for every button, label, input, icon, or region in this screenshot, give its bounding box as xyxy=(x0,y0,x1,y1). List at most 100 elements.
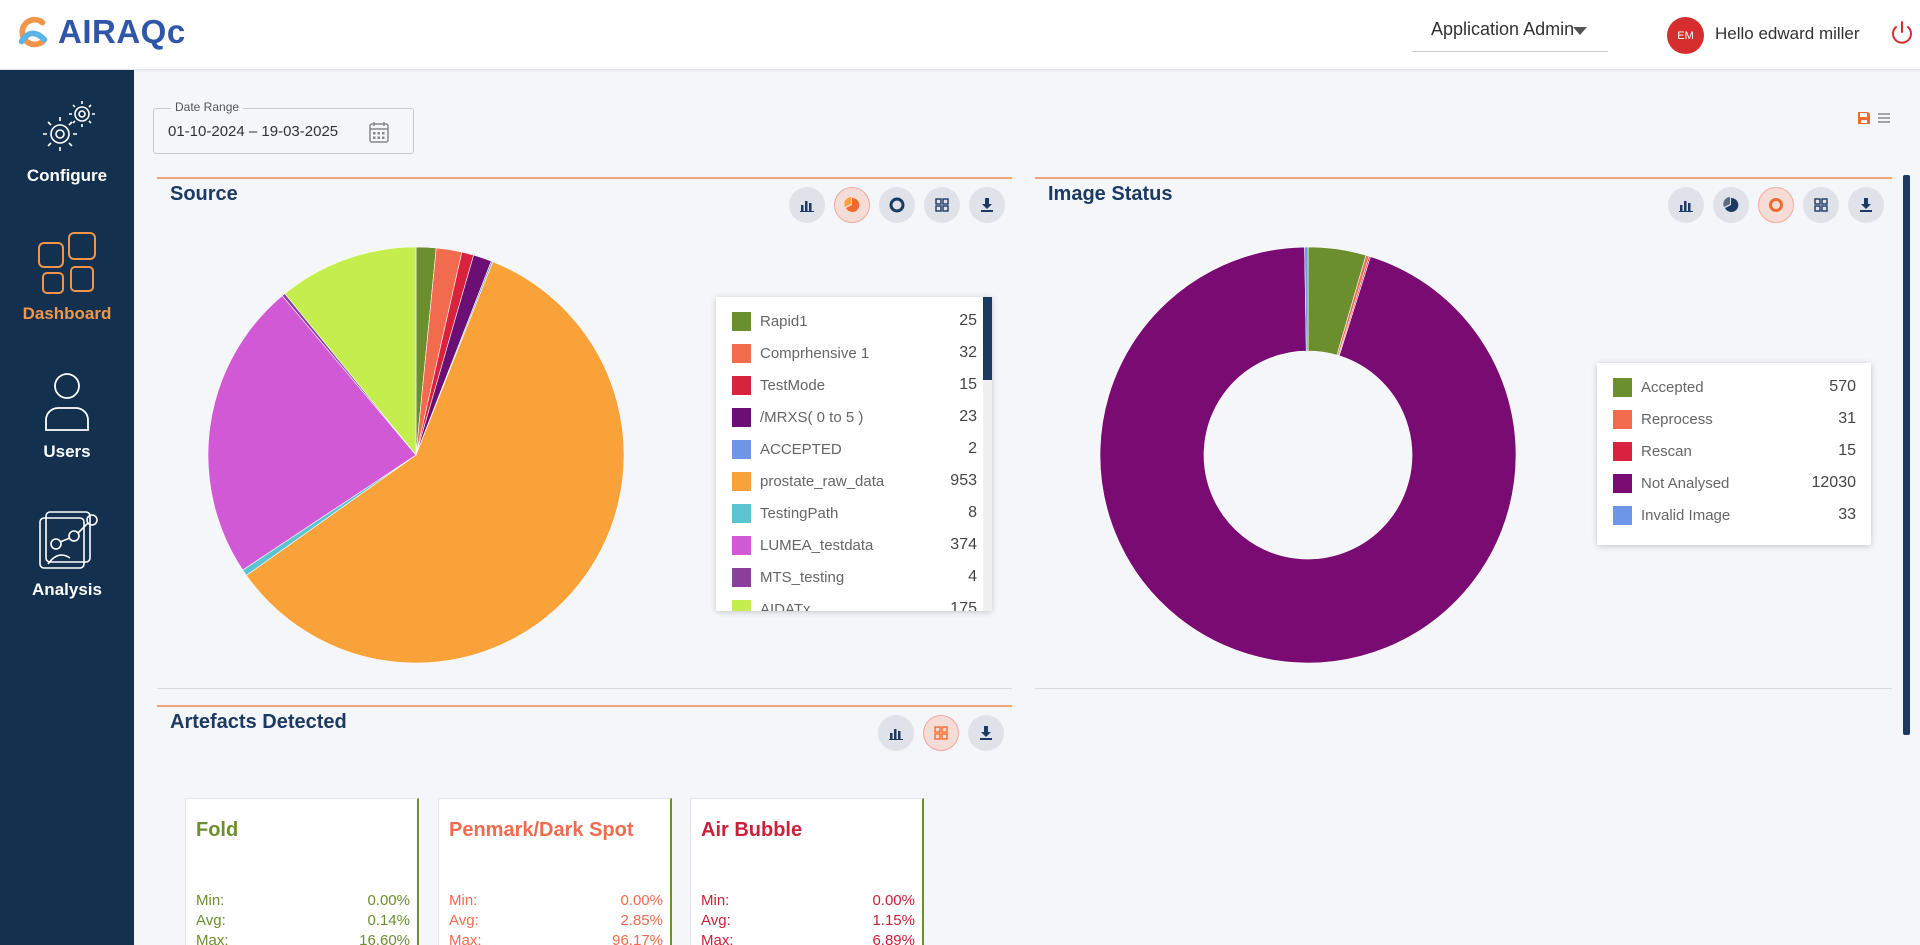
legend-item[interactable]: Accepted 570 xyxy=(1597,371,1871,403)
avatar[interactable]: EM xyxy=(1667,17,1704,54)
artefact-avg: Avg: 0.14% xyxy=(196,912,410,929)
legend-item[interactable]: /MRXS( 0 to 5 ) 23 xyxy=(716,401,992,433)
bar-chart-button[interactable] xyxy=(789,187,825,223)
sidebar-item-dashboard[interactable]: Dashboard xyxy=(0,230,134,350)
legend-swatch xyxy=(732,439,751,459)
bar-chart-icon xyxy=(1679,201,1693,212)
stat-label: Avg: xyxy=(449,912,479,929)
legend-count: 33 xyxy=(1838,506,1856,523)
grid-view-button[interactable] xyxy=(924,187,960,223)
legend-item[interactable]: prostate_raw_data 953 xyxy=(716,465,992,497)
logo-mark-icon xyxy=(18,16,48,48)
stat-label: Avg: xyxy=(701,912,731,929)
legend-label: Reprocess xyxy=(1641,410,1713,428)
stat-label: Max: xyxy=(701,932,734,945)
stat-label: Min: xyxy=(701,892,730,909)
artefacts-toolbar xyxy=(878,715,1004,751)
calendar-icon[interactable] xyxy=(368,120,390,144)
legend-item[interactable]: Comprhensive 1 32 xyxy=(716,337,992,369)
card-title: Artefacts Detected xyxy=(170,711,347,733)
sidebar-item-users[interactable]: Users xyxy=(0,368,134,488)
legend-label: Rapid1 xyxy=(760,312,808,330)
chart-toolbar xyxy=(789,187,1005,223)
legend-label: Invalid Image xyxy=(1641,506,1731,524)
legend-item[interactable]: Not Analysed 12030 xyxy=(1597,467,1871,499)
bar-chart-icon xyxy=(800,201,814,212)
legend-label: prostate_raw_data xyxy=(760,472,885,490)
slice-invalid-image[interactable] xyxy=(1304,247,1309,352)
chart-toolbar xyxy=(1668,187,1884,223)
legend-count: 15 xyxy=(959,376,977,393)
stat-label: Min: xyxy=(449,892,478,909)
legend-item[interactable]: ACCEPTED 2 xyxy=(716,433,992,465)
legend-swatch xyxy=(732,503,751,523)
download-button[interactable] xyxy=(969,187,1005,223)
legend-swatch xyxy=(1613,377,1632,397)
image-status-donut-chart xyxy=(1100,247,1516,663)
slice-prostate-raw-data[interactable] xyxy=(245,261,624,663)
date-range-picker[interactable]: Date Range 01-10-2024 – 19-03-2025 xyxy=(153,100,414,154)
grid-icon xyxy=(934,726,948,740)
slice-lumea-testdata[interactable] xyxy=(208,295,417,571)
slice-not-analysed[interactable] xyxy=(1100,247,1516,663)
grid-view-button[interactable] xyxy=(1803,187,1839,223)
page-scrollbar[interactable] xyxy=(1903,175,1910,735)
bar-chart-button[interactable] xyxy=(1668,187,1704,223)
source-pie-slices xyxy=(208,247,624,663)
artefact-min: Min: 0.00% xyxy=(449,892,663,909)
pie-chart-button[interactable] xyxy=(834,187,870,223)
stat-value: 0.14% xyxy=(367,912,410,929)
legend-label: LUMEA_testdata xyxy=(760,536,874,554)
legend-item[interactable]: Rescan 15 xyxy=(1597,435,1871,467)
legend-item[interactable]: LUMEA_testdata 374 xyxy=(716,529,992,561)
stat-value: 1.15% xyxy=(872,912,915,929)
sidebar-item-label: Configure xyxy=(26,166,108,185)
artefact-title: Air Bubble xyxy=(701,819,803,841)
date-range-value: 01-10-2024 – 19-03-2025 xyxy=(168,123,339,140)
app-logo[interactable]: AIRAQc xyxy=(14,12,186,52)
menu-icon[interactable] xyxy=(1876,110,1892,126)
grid-view-button[interactable] xyxy=(923,715,959,751)
sidebar-item-analysis[interactable]: Analysis xyxy=(0,506,134,626)
artefact-tile-air-bubble[interactable]: Air Bubble Min: 0.00% Avg: 1.15% Max: 6.89% xyxy=(690,798,924,945)
download-icon xyxy=(980,726,992,740)
legend-item[interactable]: TestMode 15 xyxy=(716,369,992,401)
role-select[interactable]: Application Admin xyxy=(1412,8,1608,52)
donut-chart-button[interactable] xyxy=(879,187,915,223)
legend-swatch xyxy=(732,343,751,363)
download-button[interactable] xyxy=(1848,187,1884,223)
power-icon[interactable] xyxy=(1890,20,1914,46)
legend-count: 2 xyxy=(968,440,977,457)
legend-scrollbar-thumb[interactable] xyxy=(983,297,992,380)
legend-item[interactable]: Rapid1 25 xyxy=(716,305,992,337)
artefact-tile-penmark[interactable]: Penmark/Dark Spot Min: 0.00% Avg: 2.85% Ma… xyxy=(438,798,672,945)
legend-label: TestingPath xyxy=(760,504,839,522)
sidebar-item-configure[interactable]: Configure xyxy=(0,92,134,212)
stat-label: Avg: xyxy=(196,912,226,929)
stat-label: Max: xyxy=(449,932,482,945)
download-button[interactable] xyxy=(968,715,1004,751)
donut-chart-button[interactable] xyxy=(1758,187,1794,223)
image-status-card: Image Status Accepted 570 Reprocess 31 Resca… xyxy=(1035,177,1892,689)
stat-label: Max: xyxy=(196,932,229,945)
legend-item[interactable]: MTS_testing 4 xyxy=(716,561,992,593)
bar-chart-button[interactable] xyxy=(878,715,914,751)
artefact-max: Max: 16.60% xyxy=(196,932,410,945)
save-icon[interactable] xyxy=(1856,110,1872,126)
artefact-tile-fold[interactable]: Fold Min: 0.00% Avg: 0.14% Max: 16.60% xyxy=(185,798,419,945)
source-card: Source Rapid1 25 Comprhensive 1 32 TestMode 1… xyxy=(157,177,1012,689)
pie-chart-button[interactable] xyxy=(1713,187,1749,223)
legend-count: 570 xyxy=(1829,378,1856,395)
legend-item[interactable]: Reprocess 31 xyxy=(1597,403,1871,435)
stat-value: 16.60% xyxy=(359,932,410,945)
legend-scrollbar[interactable] xyxy=(983,297,992,611)
legend-swatch xyxy=(732,567,751,587)
legend-item[interactable]: TestingPath 8 xyxy=(716,497,992,529)
slice-aidatx[interactable] xyxy=(284,247,417,456)
artefact-avg: Avg: 2.85% xyxy=(449,912,663,929)
legend-swatch xyxy=(732,407,751,427)
legend-item[interactable]: Invalid Image 33 xyxy=(1597,499,1871,531)
legend-item[interactable]: AIDATx... 175 xyxy=(716,593,992,611)
legend-swatch xyxy=(1613,473,1632,493)
legend-label: MTS_testing xyxy=(760,568,845,586)
